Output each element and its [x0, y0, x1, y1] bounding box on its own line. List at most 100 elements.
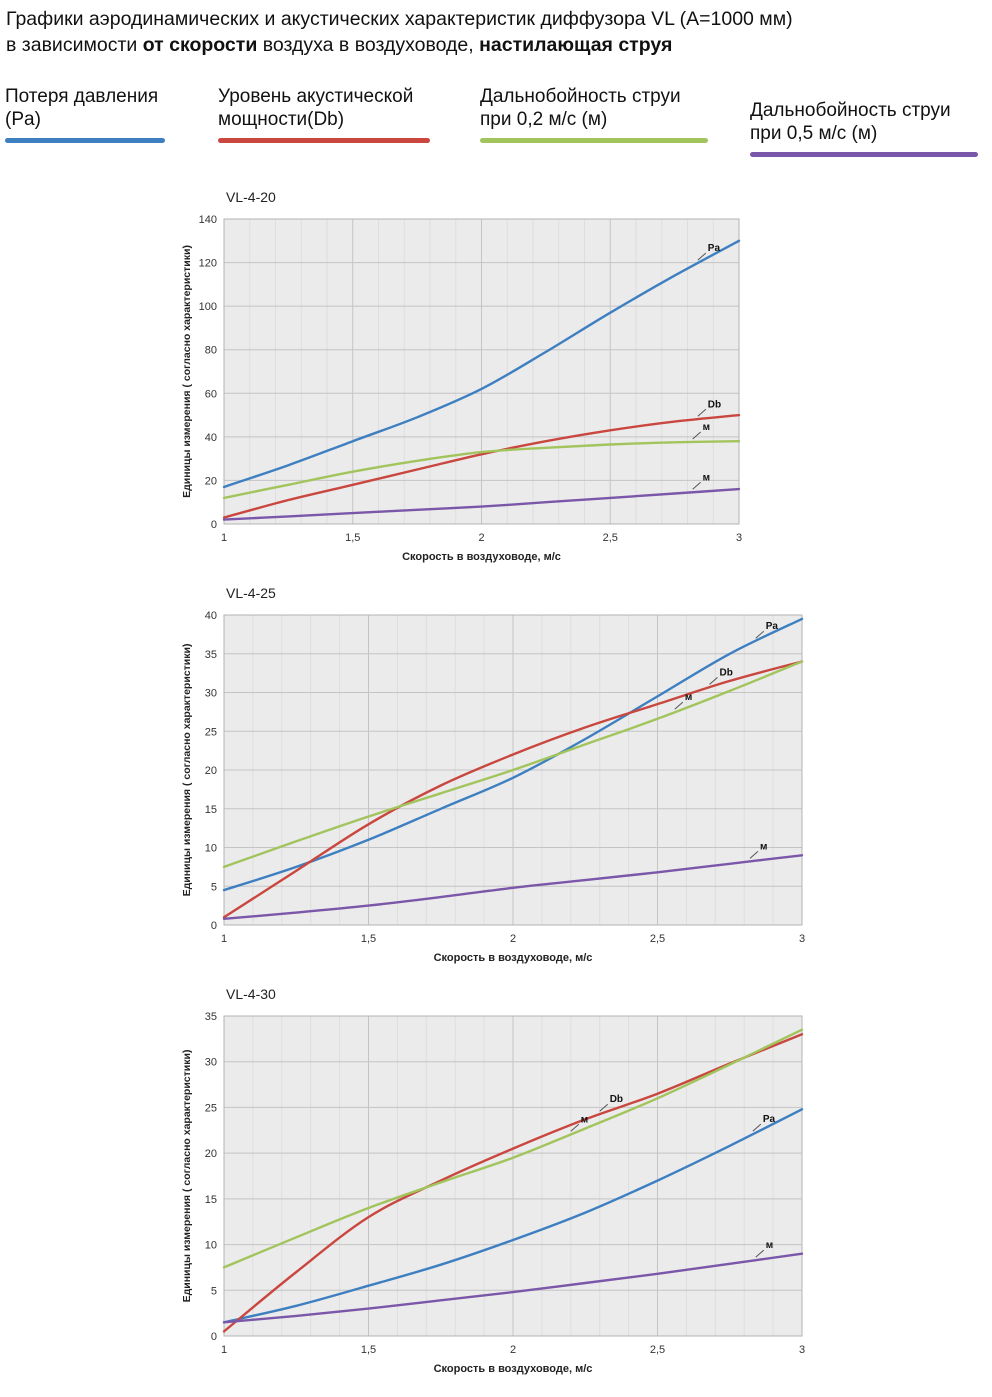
series-point-label: Db: [610, 1094, 623, 1105]
y-tick-label: 5: [211, 881, 217, 893]
chart-title-vl-4-30: VL-4-30: [226, 985, 276, 1002]
title-line2-bold2: настилающая струя: [479, 34, 673, 57]
x-tick-label: 1: [221, 933, 227, 945]
y-tick-label: 0: [211, 920, 217, 932]
series-line-Pa: [222, 617, 804, 891]
series-point-label: м: [581, 1114, 588, 1125]
title-line1: Графики аэродинамических и акустических …: [6, 8, 793, 30]
series-point-label: м: [703, 472, 710, 483]
x-axis-title: Скорость в воздуховоде, м/с: [434, 952, 593, 964]
y-tick-label: 140: [199, 214, 217, 226]
y-tick-label: 120: [199, 257, 217, 269]
series-point-label: Db: [708, 399, 721, 410]
series-line-м: [222, 439, 741, 499]
y-axis-title: Единицы измерения ( согласно характерист…: [181, 245, 193, 498]
charts-area: VL-4-20 Pa Db м м 1 1,5 2 2,5 3 0 20 40 60 80 100 120 14…: [0, 189, 992, 1383]
y-tick-label: 30: [205, 1056, 217, 1068]
plot-border: [223, 1015, 803, 1337]
series-line-Db: [222, 1032, 804, 1333]
series-point-label: Pa: [763, 1114, 776, 1125]
y-tick-label: 15: [205, 803, 217, 815]
x-tick-label: 2: [510, 933, 516, 945]
y-tick-label: 10: [205, 1239, 217, 1251]
legend-color-bar-purple: [750, 151, 978, 157]
legend-label: Потеря давления (Pa): [5, 85, 159, 130]
series-label-leader: [752, 1123, 762, 1132]
legend-color-bar-blue: [5, 137, 165, 143]
y-tick-label: 20: [205, 475, 217, 487]
page-title: Графики аэродинамических и акустических …: [6, 6, 982, 59]
legend-item-jet-range-02: Дальнобойность струи при 0,2 м/с (м): [480, 85, 708, 143]
y-tick-label: 35: [205, 1011, 217, 1023]
y-tick-label: 0: [211, 519, 217, 531]
y-tick-label: 20: [205, 1148, 217, 1160]
chart-title-vl-4-25: VL-4-25: [226, 584, 276, 601]
series-line-Db: [222, 413, 741, 519]
x-tick-label: 1,5: [345, 532, 360, 544]
y-axis-title: Единицы измерения ( согласно характерист…: [181, 643, 193, 896]
title-line2-a: в зависимости: [6, 34, 143, 57]
chart-canvas-vl-4-20: Pa Db м м 1 1,5 2 2,5 3 0 20 40 60 80 100 120 140 Скорост…: [181, 214, 742, 563]
series-label-leader: [570, 1123, 580, 1132]
x-tick-label: 1,5: [361, 933, 376, 945]
legend-item-acoustic-power: Уровень акустической мощности(Db): [218, 85, 430, 143]
series-point-label: м: [685, 692, 692, 703]
chart-vl-4-30: VL-4-30 Pa Db м м 1 1,5 2 2,5 3 0 5 10 15 20 25 30 35 Ско…: [178, 986, 992, 1383]
series-line-Pa: [222, 239, 741, 488]
series-line-м: [222, 1028, 804, 1269]
x-axis-title: Скорость в воздуховоде, м/с: [402, 551, 561, 563]
series-line-м: [222, 487, 741, 521]
title-line2-c: воздуха в воздуховоде,: [257, 34, 480, 57]
y-axis-title: Единицы измерения ( согласно характерист…: [181, 1049, 193, 1302]
series-label-leader: [599, 1103, 609, 1112]
series-line-Db: [222, 659, 804, 919]
legend-item-jet-range-05: Дальнобойность струи при 0,5 м/с (м): [750, 99, 978, 157]
y-tick-label: 30: [205, 687, 217, 699]
x-tick-label: 2,5: [650, 1344, 665, 1356]
legend-label: Уровень акустической мощности(Db): [218, 85, 414, 130]
series-point-label: м: [760, 841, 767, 852]
series-line-м: [222, 659, 804, 868]
plot-border: [223, 218, 740, 525]
x-tick-label: 1,5: [361, 1344, 376, 1356]
y-tick-label: 25: [205, 1102, 217, 1114]
x-tick-label: 2: [510, 1344, 516, 1356]
series-point-label: Pa: [708, 243, 721, 254]
y-tick-label: 15: [205, 1193, 217, 1205]
series-label-leader: [709, 676, 718, 685]
x-tick-label: 3: [736, 532, 742, 544]
x-tick-label: 2: [478, 532, 484, 544]
legend-item-pressure-loss: Потеря давления (Pa): [5, 85, 165, 143]
y-tick-label: 20: [205, 765, 217, 777]
legend-color-bar-red: [218, 137, 430, 143]
y-tick-label: 80: [205, 344, 217, 356]
y-tick-label: 5: [211, 1285, 217, 1297]
x-tick-label: 3: [799, 933, 805, 945]
series-point-label: м: [703, 422, 710, 433]
series-line-м: [222, 853, 804, 920]
legend-color-bar-green: [480, 137, 708, 143]
x-tick-label: 3: [799, 1344, 805, 1356]
x-tick-label: 2,5: [603, 532, 618, 544]
series-label-leader: [755, 630, 765, 639]
series-point-label: Pa: [766, 621, 779, 632]
plot-border: [223, 614, 803, 926]
y-tick-label: 10: [205, 842, 217, 854]
series-point-label: Db: [720, 667, 733, 678]
y-tick-label: 60: [205, 388, 217, 400]
x-tick-label: 2,5: [650, 933, 665, 945]
series-label-leader: [692, 431, 701, 439]
legend-label: Дальнобойность струи при 0,5 м/с (м): [750, 99, 951, 144]
y-tick-label: 40: [205, 610, 217, 622]
series-line-Pa: [222, 1107, 804, 1324]
y-tick-label: 0: [211, 1331, 217, 1343]
series-label-leader: [755, 1249, 765, 1258]
series-label-leader: [692, 481, 701, 490]
gridlines: [223, 1015, 803, 1337]
legend: Потеря давления (Pa) Уровень акустической…: [0, 85, 992, 165]
series-line-м: [222, 1252, 804, 1324]
series-label-leader: [697, 252, 707, 261]
gridlines: [223, 218, 740, 525]
